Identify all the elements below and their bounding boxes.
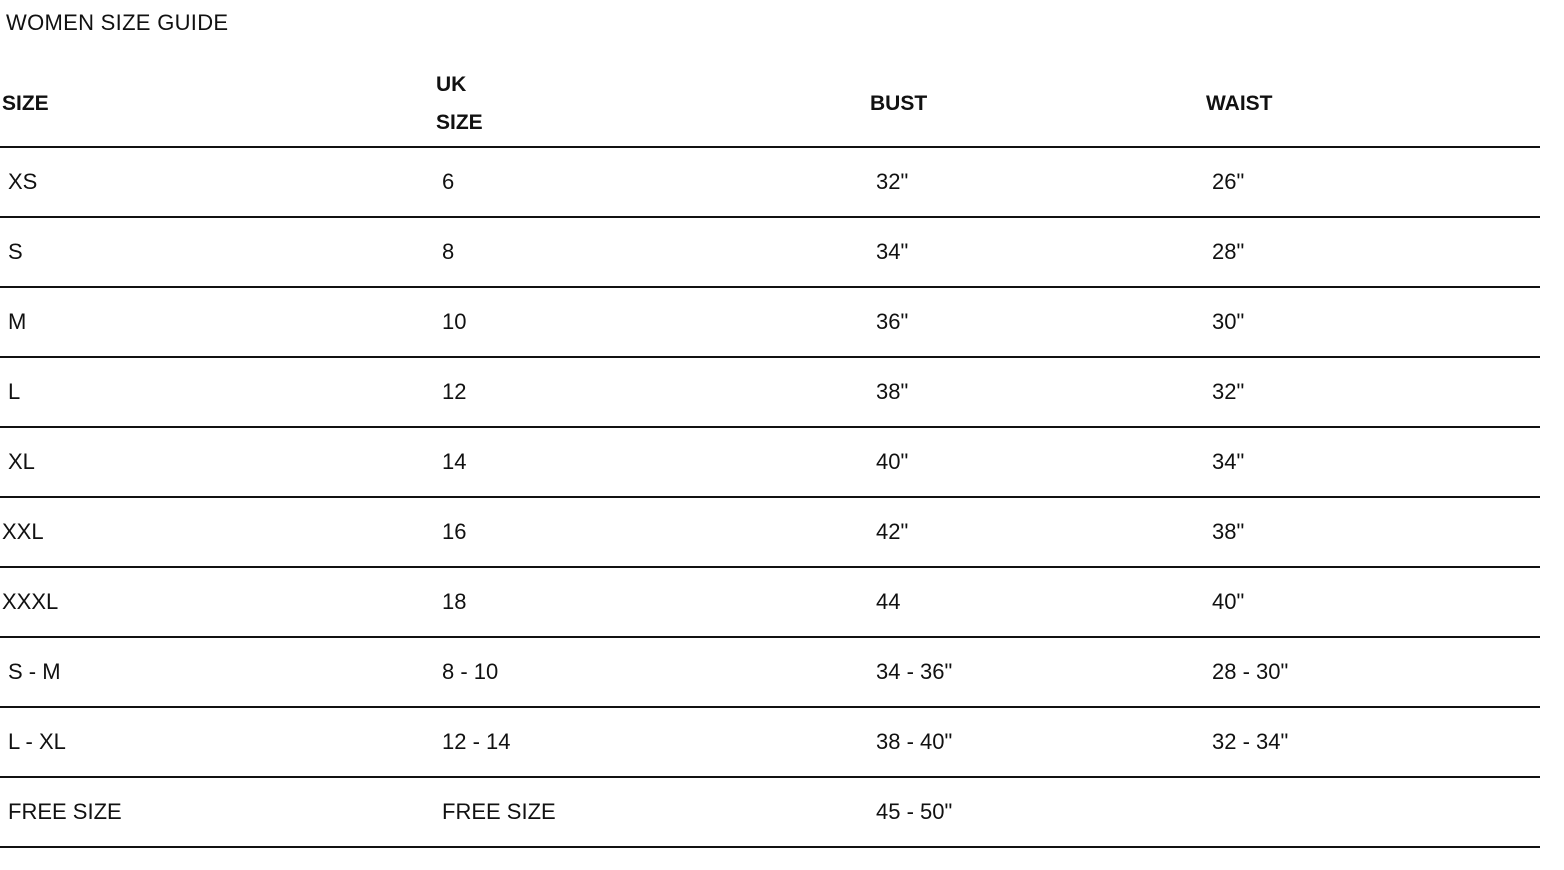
cell-bust: 32" xyxy=(876,169,909,194)
cell-uk-size: 8 xyxy=(442,239,455,264)
cell-waist: 34" xyxy=(1212,449,1245,474)
cell-waist: 30" xyxy=(1212,309,1245,334)
header-bust: BUST xyxy=(870,92,928,115)
cell-size: FREE SIZE xyxy=(8,799,122,824)
cell-waist: 28 - 30" xyxy=(1212,659,1289,684)
cell-waist: 32 - 34" xyxy=(1212,729,1289,754)
cell-bust: 34 - 36" xyxy=(876,659,953,684)
cell-size: S - M xyxy=(8,659,61,684)
cell-bust: 38 - 40" xyxy=(876,729,953,754)
cell-waist: 28" xyxy=(1212,239,1245,264)
cell-size: L - XL xyxy=(8,729,66,754)
table-row: XS 6 32" 26" xyxy=(0,148,1540,218)
cell-uk-size: FREE SIZE xyxy=(442,799,556,824)
table-row: XL 14 40" 34" xyxy=(0,428,1540,498)
table-row: M 10 36" 30" xyxy=(0,288,1540,358)
cell-uk-size: 12 xyxy=(442,379,467,404)
cell-size: S xyxy=(8,239,23,264)
table-row: FREE SIZE FREE SIZE 45 - 50" xyxy=(0,778,1540,848)
cell-size: M xyxy=(8,309,27,334)
cell-bust: 38" xyxy=(876,379,909,404)
cell-bust: 45 - 50" xyxy=(876,799,953,824)
cell-uk-size: 12 - 14 xyxy=(442,729,511,754)
cell-waist: 40" xyxy=(1212,589,1245,614)
table-row: XXXL 18 44 40" xyxy=(0,568,1540,638)
header-size: SIZE xyxy=(2,92,49,115)
table-row: S 8 34" 28" xyxy=(0,218,1540,288)
cell-uk-size: 18 xyxy=(442,589,467,614)
cell-waist: 26" xyxy=(1212,169,1245,194)
cell-size: XXL xyxy=(2,519,44,544)
header-uk-size-line1: UK xyxy=(436,73,467,96)
cell-size: XL xyxy=(8,449,35,474)
table-header: SIZE UK SIZE BUST WAIST xyxy=(0,66,1540,148)
cell-bust: 36" xyxy=(876,309,909,334)
cell-uk-size: 10 xyxy=(442,309,467,334)
table-row: L - XL 12 - 14 38 - 40" 32 - 34" xyxy=(0,708,1540,778)
header-waist: WAIST xyxy=(1206,92,1273,115)
cell-uk-size: 16 xyxy=(442,519,467,544)
cell-bust: 44 xyxy=(876,589,901,614)
cell-uk-size: 14 xyxy=(442,449,467,474)
cell-uk-size: 6 xyxy=(442,169,455,194)
cell-bust: 34" xyxy=(876,239,909,264)
cell-size: XS xyxy=(8,169,38,194)
cell-bust: 40" xyxy=(876,449,909,474)
cell-bust: 42" xyxy=(876,519,909,544)
cell-size: L xyxy=(8,379,21,404)
cell-size: XXXL xyxy=(2,589,59,614)
table-row: L 12 38" 32" xyxy=(0,358,1540,428)
cell-waist: 32" xyxy=(1212,379,1245,404)
table-row: S - M 8 - 10 34 - 36" 28 - 30" xyxy=(0,638,1540,708)
table-row: XXL 16 42" 38" xyxy=(0,498,1540,568)
cell-waist: 38" xyxy=(1212,519,1245,544)
page-title: WOMEN SIZE GUIDE xyxy=(6,10,229,35)
header-uk-size-line2: SIZE xyxy=(436,111,483,134)
cell-uk-size: 8 - 10 xyxy=(442,659,499,684)
